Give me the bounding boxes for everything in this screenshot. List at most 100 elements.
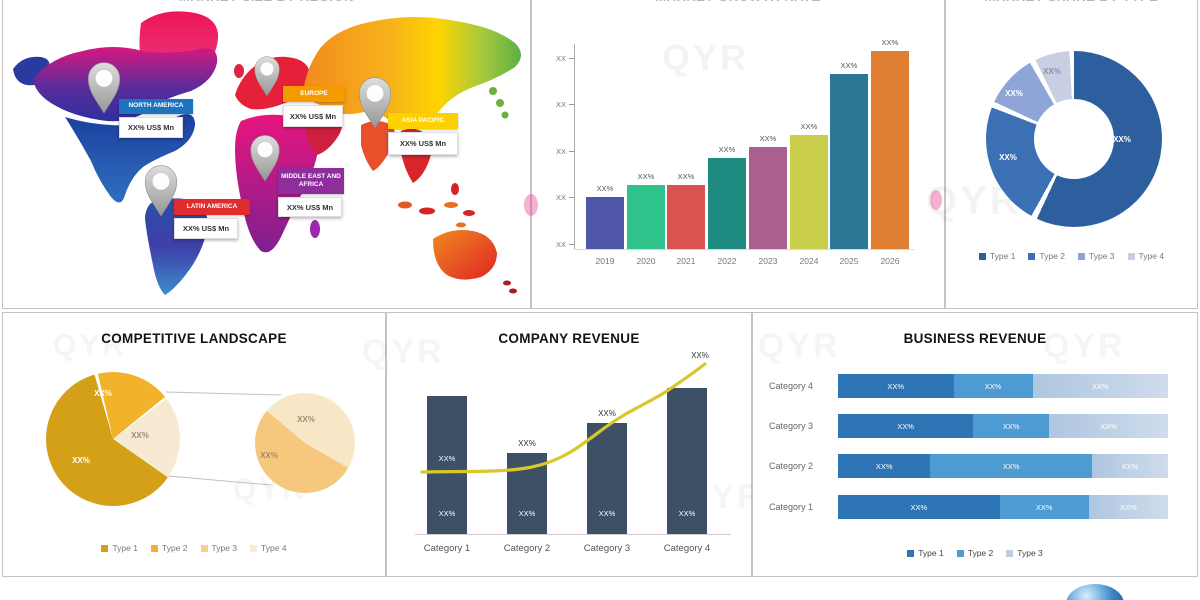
- legend-swatch: [978, 252, 986, 260]
- region-label-asia-pacific: ASIA PACIFIC XX% US$ Mn: [388, 113, 458, 155]
- secondary-pie-label-type3: XX%: [260, 451, 278, 460]
- pie-connector-lines: [165, 391, 282, 486]
- bar-bottom-label: XX%: [438, 509, 456, 518]
- region-value: XX% US$ Mn: [388, 132, 458, 155]
- legend-swatch: [907, 549, 915, 557]
- clipped-panel-title: MARKET GROWTH RATE: [532, 0, 944, 8]
- segment-type2: XX%: [930, 454, 1093, 478]
- segment-type3: XX%: [1088, 495, 1168, 519]
- y-tickmark: [569, 104, 574, 105]
- panel-title: COMPANY REVENUE: [498, 331, 640, 346]
- legend-item-type2: Type 2: [956, 548, 993, 558]
- legend-item-type4: Type 4: [1127, 251, 1164, 261]
- world-map: [13, 11, 521, 295]
- bar-2024: XX%: [790, 122, 828, 249]
- panel-market-by-region: MARKET SIZE BY REGION QYR: [2, 0, 531, 309]
- company-bar-category4: XX%: [667, 388, 707, 534]
- pin-asia-pacific: [358, 77, 392, 129]
- panel-market-share: MARKET SHARE BY TYPE QYR XX% XX% XX% XX%…: [926, 0, 1198, 309]
- segment-type1: XX%: [838, 454, 931, 478]
- region-name: EUROPE: [283, 86, 345, 102]
- donut-label-type1: XX%: [1113, 135, 1131, 144]
- globe-logo-icon: [1066, 584, 1124, 600]
- x-label-2025: 2025: [839, 256, 859, 266]
- legend-swatch: [101, 544, 109, 552]
- x-label-category4: Category 4: [663, 543, 711, 554]
- business-legend: Type 1 Type 2 Type 3: [753, 548, 1197, 558]
- bar-data-label: XX%: [840, 61, 858, 70]
- y-tick: XX: [555, 147, 566, 156]
- bar-2023: XX%: [749, 134, 787, 249]
- segment-type1: XX%: [838, 495, 1000, 519]
- x-label-category2: Category 2: [503, 543, 551, 554]
- legend-item-type3: Type 3: [200, 543, 237, 553]
- x-label-2023: 2023: [758, 256, 778, 266]
- bar-2022: XX%: [708, 145, 746, 249]
- logo-fragment-icon: [930, 190, 942, 210]
- region-name: NORTH AMERICA: [119, 99, 193, 114]
- x-label-category1: Category 1: [423, 543, 471, 554]
- donut-label-type4: XX%: [1043, 67, 1061, 76]
- trend-line: [420, 362, 707, 474]
- line-label-category4: XX%: [691, 351, 709, 360]
- y-tick: XX: [555, 193, 566, 202]
- region-value: XX% US$ Mn: [278, 197, 342, 217]
- y-tick: XX: [555, 100, 566, 109]
- panel-title: BUSINESS REVENUE: [903, 331, 1047, 346]
- line-label-category3: XX%: [598, 409, 616, 418]
- legend-item-type1: Type 1: [101, 543, 138, 553]
- legend-item-type2: Type 2: [150, 543, 188, 553]
- x-axis-line: [574, 249, 914, 250]
- x-label-category3: Category 3: [583, 543, 631, 554]
- stacked-bar-category4: XX% XX% XX%: [838, 374, 1168, 398]
- segment-type2: XX%: [999, 495, 1089, 519]
- segment-type2: XX%: [953, 374, 1033, 398]
- x-label-2020: 2020: [636, 256, 656, 266]
- legend-swatch: [150, 544, 158, 552]
- segment-type3: XX%: [1032, 374, 1168, 398]
- bar-data-label: XX%: [881, 38, 899, 47]
- legend-item-type3: Type 3: [1078, 251, 1115, 261]
- donut-legend: Type 1 Type 2 Type 3 Type 4: [946, 251, 1197, 261]
- region-label-north-america: NORTH AMERICA XX% US$ Mn: [119, 99, 193, 138]
- legend-swatch: [1127, 252, 1135, 260]
- legend-swatch: [200, 544, 208, 552]
- segment-type1: XX%: [838, 414, 974, 438]
- bar-data-label: XX%: [800, 122, 818, 131]
- secondary-pie-label-type4: XX%: [297, 415, 315, 424]
- legend-item-type4: Type 4: [250, 543, 287, 553]
- legend-swatch: [250, 544, 258, 552]
- panel-business-revenue: BUSINESS REVENUE QYR QYR Category 4 Cate…: [752, 312, 1198, 577]
- legend-item-type1: Type 1: [907, 548, 944, 558]
- main-pie-label-type2: XX%: [94, 389, 112, 398]
- qyr-watermark: QYR: [662, 37, 749, 79]
- y-tickmark: [569, 244, 574, 245]
- region-name: MIDDLE EAST AND AFRICA: [278, 168, 344, 194]
- continent-australia: [433, 230, 517, 294]
- segment-type3: XX%: [1049, 414, 1168, 438]
- x-label-2024: 2024: [799, 256, 819, 266]
- row-label-category3: Category 3: [769, 421, 814, 431]
- legend-swatch: [1006, 549, 1014, 557]
- y-tickmark: [569, 151, 574, 152]
- x-label-2019: 2019: [595, 256, 615, 266]
- y-tick: XX: [555, 240, 566, 249]
- bar-data-label: XX%: [718, 145, 736, 154]
- bar-data-label: XX%: [637, 172, 655, 181]
- bar-data-label: XX%: [596, 184, 614, 193]
- stacked-bar-category3: XX% XX% XX%: [838, 414, 1168, 438]
- bar-2021: XX%: [667, 172, 705, 249]
- panel-competitive-landscape: COMPETITIVE LANDSCAPE QYR QYR XX% XX% XX…: [2, 312, 386, 577]
- bar-bottom-label: XX%: [598, 509, 616, 518]
- x-label-2021: 2021: [676, 256, 696, 266]
- main-pie-label-type1: XX%: [72, 456, 90, 465]
- clipped-panel-title: MARKET SIZE BY REGION: [3, 0, 530, 8]
- y-axis-line: [574, 44, 575, 249]
- segment-type1: XX%: [838, 374, 954, 398]
- y-tickmark: [569, 197, 574, 198]
- donut-label-type2: XX%: [999, 153, 1017, 162]
- bar-bottom-label: XX%: [518, 509, 536, 518]
- row-label-category1: Category 1: [769, 502, 814, 512]
- bar-2025: XX%: [830, 61, 868, 249]
